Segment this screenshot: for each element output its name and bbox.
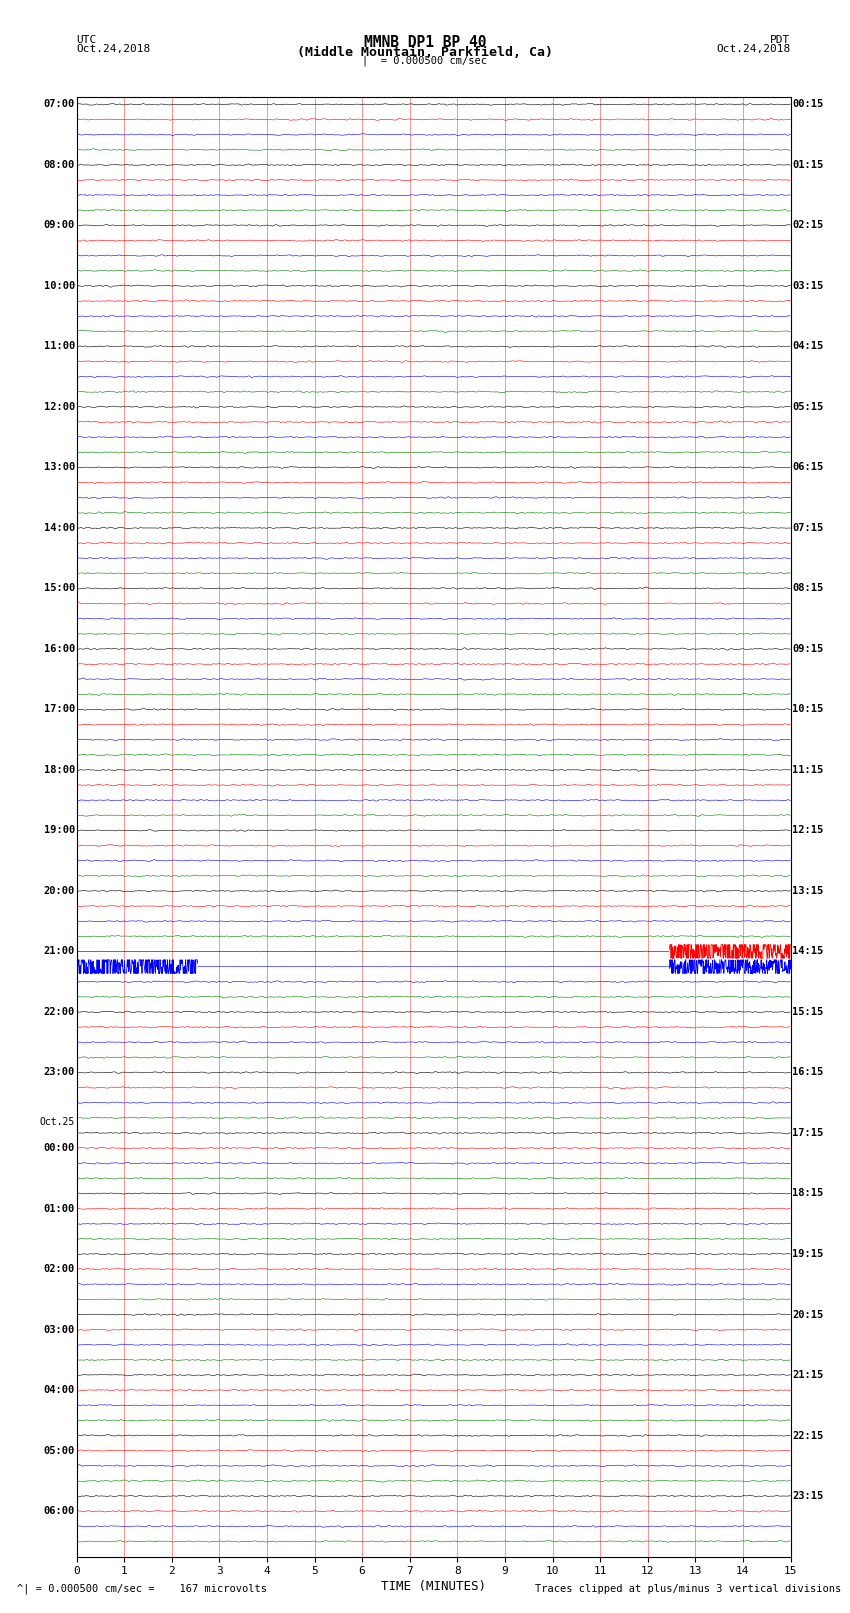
Text: |  = 0.000500 cm/sec: | = 0.000500 cm/sec [362, 56, 488, 66]
Text: 03:00: 03:00 [44, 1324, 75, 1334]
Text: 15:15: 15:15 [792, 1007, 823, 1016]
Text: 14:00: 14:00 [44, 523, 75, 532]
Text: PDT: PDT [770, 35, 790, 45]
Text: 21:15: 21:15 [792, 1369, 823, 1381]
Text: (Middle Mountain, Parkfield, Ca): (Middle Mountain, Parkfield, Ca) [297, 45, 553, 60]
Text: 08:00: 08:00 [44, 160, 75, 169]
Text: 11:00: 11:00 [44, 342, 75, 352]
Text: 00:00: 00:00 [44, 1144, 75, 1153]
Text: 20:00: 20:00 [44, 886, 75, 895]
Text: 13:15: 13:15 [792, 886, 823, 895]
Text: 16:15: 16:15 [792, 1068, 823, 1077]
Text: Oct.24,2018: Oct.24,2018 [717, 44, 790, 55]
Text: 07:00: 07:00 [44, 100, 75, 110]
Text: 16:00: 16:00 [44, 644, 75, 653]
Text: 22:15: 22:15 [792, 1431, 823, 1440]
Text: 05:00: 05:00 [44, 1445, 75, 1455]
Text: 00:15: 00:15 [792, 100, 823, 110]
Text: 17:15: 17:15 [792, 1127, 823, 1139]
Text: 19:15: 19:15 [792, 1248, 823, 1260]
Text: 21:00: 21:00 [44, 947, 75, 957]
Text: 04:15: 04:15 [792, 342, 823, 352]
Text: 15:00: 15:00 [44, 584, 75, 594]
Text: 08:15: 08:15 [792, 584, 823, 594]
Text: 11:15: 11:15 [792, 765, 823, 774]
Text: Oct.24,2018: Oct.24,2018 [76, 44, 150, 55]
Text: MMNB DP1 BP 40: MMNB DP1 BP 40 [364, 35, 486, 50]
Text: 03:15: 03:15 [792, 281, 823, 290]
Text: 14:15: 14:15 [792, 947, 823, 957]
Text: 02:00: 02:00 [44, 1265, 75, 1274]
Text: 06:15: 06:15 [792, 463, 823, 473]
Text: ^| = 0.000500 cm/sec =    167 microvolts: ^| = 0.000500 cm/sec = 167 microvolts [17, 1582, 267, 1594]
Text: 17:00: 17:00 [44, 705, 75, 715]
Text: 10:15: 10:15 [792, 705, 823, 715]
X-axis label: TIME (MINUTES): TIME (MINUTES) [381, 1581, 486, 1594]
Text: 06:00: 06:00 [44, 1507, 75, 1516]
Text: 07:15: 07:15 [792, 523, 823, 532]
Text: 04:00: 04:00 [44, 1386, 75, 1395]
Text: 12:15: 12:15 [792, 826, 823, 836]
Text: 22:00: 22:00 [44, 1007, 75, 1016]
Text: 01:00: 01:00 [44, 1203, 75, 1213]
Text: 20:15: 20:15 [792, 1310, 823, 1319]
Text: 23:15: 23:15 [792, 1490, 823, 1502]
Text: 10:00: 10:00 [44, 281, 75, 290]
Text: 19:00: 19:00 [44, 826, 75, 836]
Text: 01:15: 01:15 [792, 160, 823, 169]
Text: 09:00: 09:00 [44, 221, 75, 231]
Text: 12:00: 12:00 [44, 402, 75, 411]
Text: UTC: UTC [76, 35, 97, 45]
Text: Traces clipped at plus/minus 3 vertical divisions: Traces clipped at plus/minus 3 vertical … [536, 1584, 842, 1594]
Text: 02:15: 02:15 [792, 221, 823, 231]
Text: 05:15: 05:15 [792, 402, 823, 411]
Text: 18:15: 18:15 [792, 1189, 823, 1198]
Text: Oct.25: Oct.25 [40, 1118, 75, 1127]
Text: 23:00: 23:00 [44, 1068, 75, 1077]
Text: 18:00: 18:00 [44, 765, 75, 774]
Text: 09:15: 09:15 [792, 644, 823, 653]
Text: 13:00: 13:00 [44, 463, 75, 473]
